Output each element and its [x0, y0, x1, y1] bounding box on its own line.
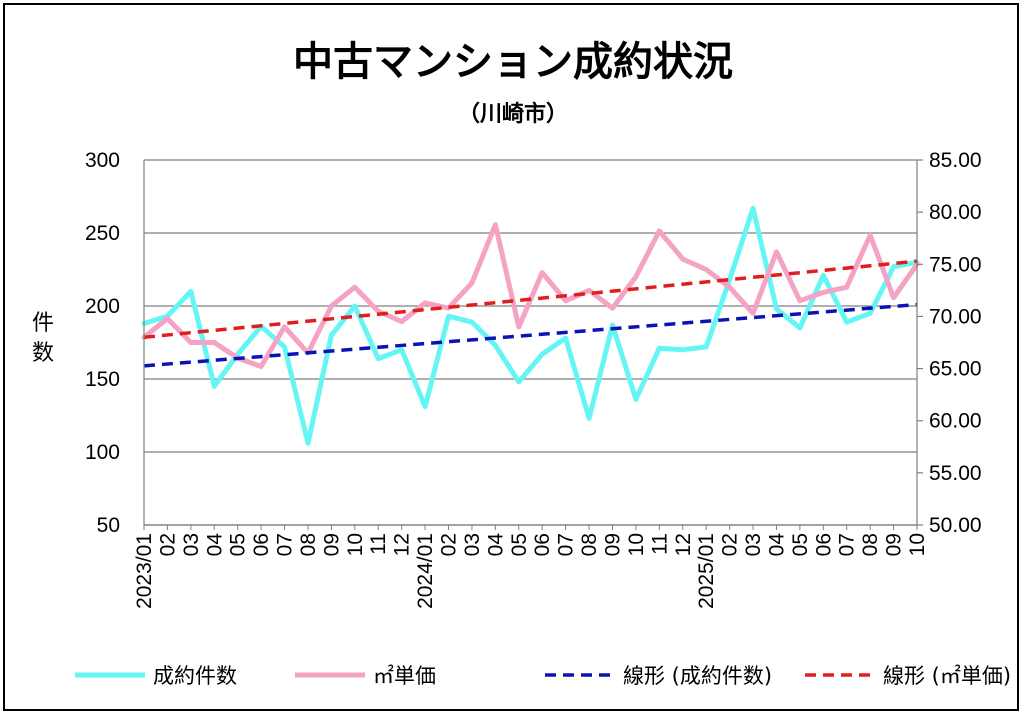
x-tick-label: 2023/01 [133, 533, 156, 609]
x-tick-label: 05 [789, 533, 812, 556]
trend-line [143, 259, 918, 340]
legend-label: 成約件数 [153, 664, 237, 688]
x-tick-label: 10 [906, 533, 929, 556]
x-tick-label: 08 [297, 533, 320, 556]
x-tick-label: 05 [508, 533, 531, 556]
x-tick-label: 10 [625, 533, 648, 556]
x-tick-label: 03 [742, 533, 765, 556]
series-line [141, 222, 920, 369]
x-tick-label: 07 [555, 533, 578, 556]
y2-tick-label: 75.00 [929, 253, 982, 276]
x-tick-label: 12 [391, 533, 414, 556]
x-tick-label: 09 [320, 533, 343, 556]
x-tick-label: 07 [836, 533, 859, 556]
chart-subtitle: （川崎市） [458, 101, 568, 127]
y2-tick-label: 65.00 [929, 358, 982, 381]
x-tick-label: 09 [601, 533, 624, 556]
x-tick-label: 06 [531, 533, 554, 556]
y2-tick-label: 85.00 [929, 149, 982, 172]
x-tick-label: 08 [859, 533, 882, 556]
x-tick-label: 2024/01 [414, 533, 437, 609]
y-axis-label-char: 件 [32, 311, 54, 336]
x-tick-label: 03 [461, 533, 484, 556]
x-tick-label: 02 [438, 533, 461, 556]
y-tick-label: 150 [85, 368, 120, 391]
x-tick-label: 08 [578, 533, 601, 556]
y2-tick-label: 70.00 [929, 305, 982, 328]
x-tick-label: 11 [367, 533, 390, 555]
gridlines [144, 159, 917, 526]
y-axis-label: 件数 [32, 311, 54, 366]
y-tick-label: 250 [85, 222, 120, 245]
chart-title: 中古マンション成約状況 [293, 39, 733, 85]
trend-line [143, 302, 918, 368]
legend: 成約件数 ㎡単価 線形 (成約件数) 線形 (㎡単価) [75, 664, 1011, 688]
x-tick-label: 06 [250, 533, 273, 556]
y-axis-label-char: 数 [32, 341, 54, 366]
y-tick-label: 300 [85, 149, 120, 172]
x-tick-label: 06 [812, 533, 835, 556]
x-tick-label: 11 [648, 533, 671, 555]
series-line [141, 205, 920, 446]
chart-svg: 中古マンション成約状況 （川崎市） 件数 3002502001501005085… [32, 39, 1011, 688]
legend-label: 線形 (㎡単価) [883, 664, 1011, 688]
y2-tick-label: 60.00 [929, 410, 982, 433]
y-tick-label: 200 [85, 295, 120, 318]
x-tick-label: 02 [156, 533, 179, 556]
x-tick-label: 05 [227, 533, 250, 556]
legend-label: ㎡単価 [373, 664, 436, 688]
x-tick-label: 02 [719, 533, 742, 556]
x-tick-label: 09 [883, 533, 906, 556]
x-tick-label: 04 [484, 533, 507, 557]
x-tick-label: 04 [203, 533, 226, 557]
x-tick-label: 03 [180, 533, 203, 556]
x-tick-label: 10 [344, 533, 367, 556]
y2-tick-label: 50.00 [929, 514, 982, 537]
x-tick-label: 12 [672, 533, 695, 556]
y-tick-label: 50 [97, 514, 120, 537]
axes: 300 250 200 150 100 50 85.00 80.00 75.00 70.00 65.… [85, 149, 982, 609]
x-tick-label: 07 [274, 533, 297, 556]
y2-tick-label: 80.00 [929, 201, 982, 224]
y-tick-label: 100 [85, 441, 120, 464]
plot-area [141, 205, 920, 446]
x-tick-label: 2025/01 [695, 533, 718, 609]
y2-tick-label: 55.00 [929, 462, 982, 485]
legend-label: 線形 (成約件数) [623, 664, 772, 688]
x-tick-label: 04 [765, 533, 788, 557]
chart-frame: 中古マンション成約状況 （川崎市） 件数 300 250 200 150 100 50 85… [3, 3, 1019, 711]
